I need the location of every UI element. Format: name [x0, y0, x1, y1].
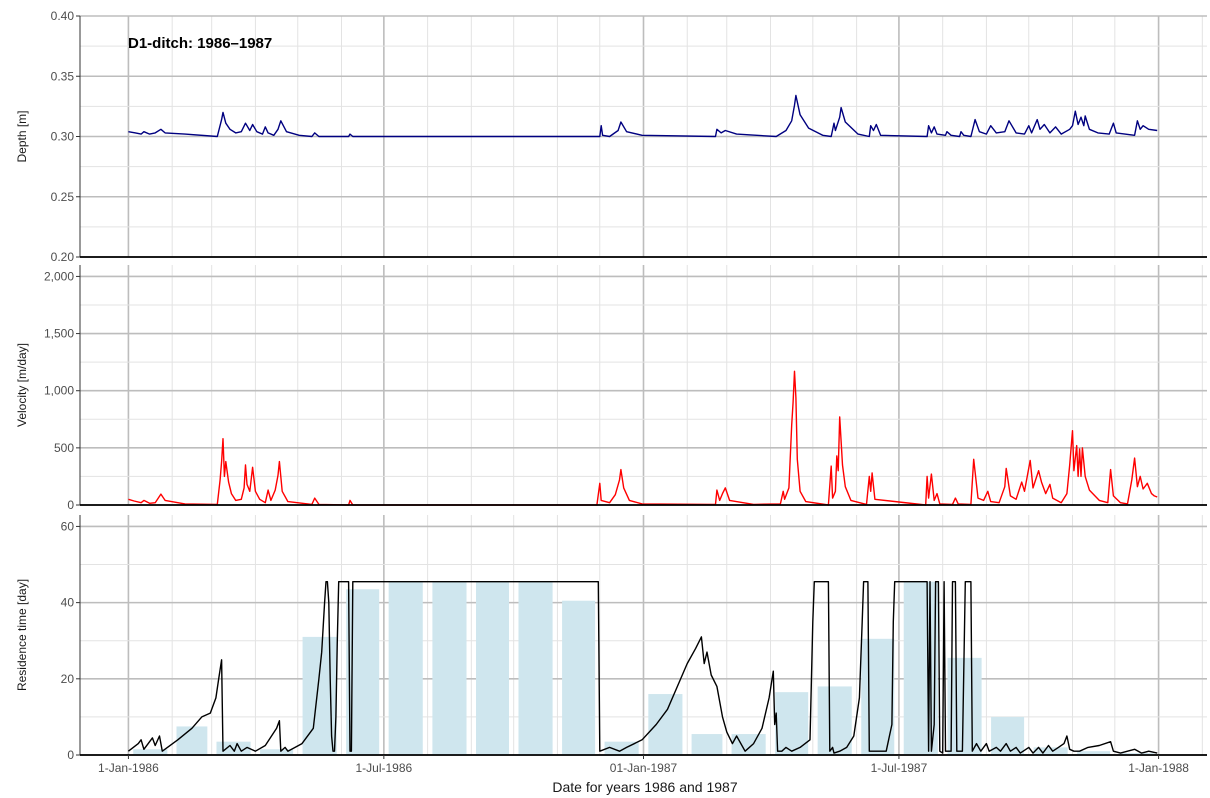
- residence-bar: [518, 581, 553, 755]
- residence-bar: [216, 741, 251, 755]
- residence-bar: [1119, 753, 1154, 755]
- series-line: [127, 581, 1158, 754]
- residence-bar: [1077, 751, 1111, 755]
- x-tick-label: 1-Jan-1988: [1128, 761, 1189, 775]
- y-axis-label: Residence time [day]: [15, 579, 29, 691]
- x-tick-label: 1-Jul-1986: [355, 761, 412, 775]
- axis-layer: [76, 15, 1207, 759]
- panel-1: [80, 15, 1207, 258]
- residence-bar: [432, 581, 467, 755]
- x-tick-label: 1-Jan-1986: [98, 761, 159, 775]
- residence-bar: [260, 749, 294, 755]
- residence-bar: [388, 581, 423, 755]
- residence-bar: [648, 694, 683, 755]
- y-tick-label: 0: [67, 498, 74, 512]
- residence-bar: [133, 749, 168, 755]
- residence-bar: [817, 686, 852, 755]
- series-line: [128, 370, 1158, 506]
- residence-bar: [176, 726, 208, 755]
- residence-bar: [731, 734, 766, 755]
- y-tick-label: 500: [54, 441, 74, 455]
- y-tick-label: 0.35: [51, 69, 75, 83]
- y-tick-label: 2,000: [44, 269, 74, 283]
- residence-bar: [562, 600, 596, 755]
- x-tick-label: 1-Jul-1987: [871, 761, 928, 775]
- x-axis-label: Date for years 1986 and 1987: [552, 779, 737, 795]
- y-axis-label: Velocity [m/day]: [15, 343, 29, 427]
- y-tick-label: 0.30: [51, 130, 75, 144]
- residence-bar: [947, 657, 982, 755]
- residence-bar: [691, 734, 723, 755]
- residence-bar: [991, 716, 1025, 755]
- y-tick-label: 1,000: [44, 384, 74, 398]
- grid-layer: [80, 15, 1207, 756]
- y-tick-label: 20: [61, 672, 75, 686]
- y-tick-label: 0.20: [51, 250, 75, 264]
- chart-title: D1-ditch: 1986–1987: [128, 35, 272, 52]
- residence-bar: [861, 638, 895, 755]
- residence-bar: [475, 581, 510, 755]
- y-tick-label: 0: [67, 748, 74, 762]
- residence-bar: [775, 692, 809, 755]
- y-tick-label: 0.40: [51, 9, 75, 23]
- y-tick-label: 60: [61, 519, 75, 533]
- residence-bar: [1033, 747, 1068, 755]
- residence-bar: [903, 581, 938, 755]
- line-layer: [127, 94, 1158, 754]
- series-line: [128, 94, 1158, 138]
- y-axis-label: Depth [m]: [15, 110, 29, 162]
- panel-3: [80, 515, 1207, 756]
- text-layer: D1-ditch: 1986–1987 Date for years 1986 …: [15, 9, 1189, 795]
- panel-2: [80, 265, 1207, 506]
- y-tick-label: 1,500: [44, 327, 74, 341]
- x-tick-label: 01-Jan-1987: [610, 761, 678, 775]
- y-tick-label: 0.25: [51, 190, 75, 204]
- y-tick-label: 40: [61, 596, 75, 610]
